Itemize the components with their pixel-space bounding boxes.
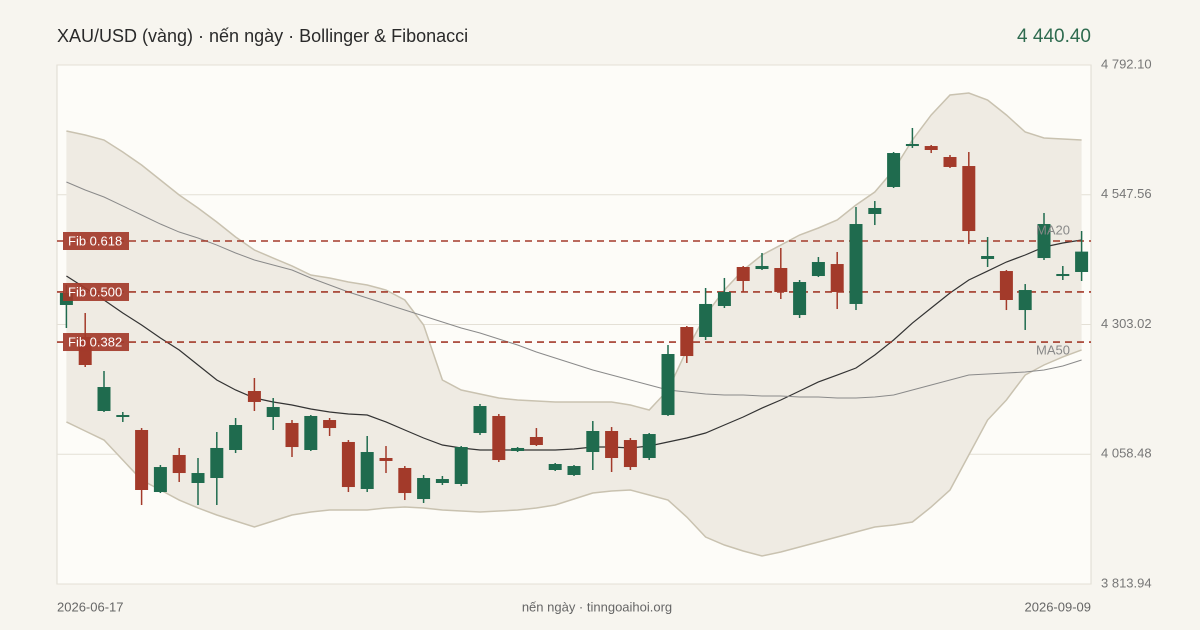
chart-title: XAU/USD (vàng) · nến ngày · Bollinger & …	[57, 26, 468, 46]
candle-body	[116, 415, 130, 417]
bollinger-fill	[66, 93, 1082, 557]
candle-body	[1075, 251, 1089, 272]
candle-body	[1056, 273, 1070, 277]
candle-body	[172, 454, 186, 474]
y-tick-label: 4 058.48	[1101, 446, 1152, 461]
candle-body	[341, 441, 355, 488]
candle-body	[924, 146, 938, 151]
ma-line	[66, 181, 1082, 399]
candle-body	[736, 266, 750, 282]
candle-body	[210, 447, 224, 479]
candle-body	[999, 271, 1013, 300]
candle-body	[586, 430, 600, 453]
x-tick-label: 2026-09-09	[1025, 599, 1092, 614]
candle-body	[642, 434, 656, 459]
x-tick-label: 2026-06-17	[57, 599, 124, 614]
candle-body	[191, 473, 205, 483]
candle-body	[529, 436, 543, 446]
fib-label: Fib 0.618	[68, 233, 122, 248]
y-tick-label: 4 547.56	[1101, 186, 1152, 201]
fib-label-box	[63, 333, 129, 352]
candle-body	[755, 265, 769, 270]
fib-label-box	[63, 231, 129, 250]
candle-body	[323, 420, 337, 429]
candle-body	[417, 478, 431, 500]
candle-body	[962, 166, 976, 232]
candle-body	[473, 406, 487, 434]
candle-body	[699, 303, 713, 337]
candle-body	[97, 387, 111, 411]
candle-body	[153, 467, 167, 493]
fib-label-box	[63, 282, 129, 301]
ma-label: MA50	[1036, 342, 1070, 357]
candle-body	[511, 447, 525, 452]
candle-body	[849, 224, 863, 304]
candle-body	[135, 429, 149, 491]
last-price: 4 440.40	[1017, 26, 1091, 47]
candle-body	[454, 447, 468, 485]
candle-body	[229, 425, 243, 450]
ma-line	[66, 239, 1082, 451]
candle-body	[868, 207, 882, 214]
candle-body	[793, 282, 807, 316]
ma-label: MA20	[1036, 222, 1070, 237]
candle-body	[360, 452, 374, 489]
candle-body	[623, 440, 637, 468]
candle-body	[774, 268, 788, 292]
fib-label: Fib 0.382	[68, 334, 122, 349]
candle-body	[266, 407, 280, 417]
candle-body	[887, 153, 901, 187]
bollinger-lower	[66, 349, 1082, 557]
candle-body	[1018, 290, 1032, 311]
candle-body	[943, 157, 957, 167]
y-tick-label: 4 792.10	[1101, 56, 1152, 71]
candle-body	[492, 415, 506, 461]
candle-body	[247, 390, 261, 402]
candle-body	[811, 262, 825, 277]
candle-body	[435, 479, 449, 483]
candle-body	[981, 256, 995, 259]
candle-body	[304, 415, 318, 450]
y-tick-label: 4 303.02	[1101, 316, 1152, 331]
candle-body	[905, 144, 919, 147]
candle-body	[379, 458, 393, 461]
candle-body	[680, 327, 694, 357]
candle-body	[605, 430, 619, 459]
fib-label: Fib 0.500	[68, 284, 122, 299]
footer-note: nến ngày · tinngoaihoi.org	[522, 599, 672, 614]
candle-body	[567, 466, 581, 475]
candle-body	[398, 467, 412, 494]
candle-body	[285, 422, 299, 448]
candle-body	[548, 464, 562, 470]
candle-body	[1037, 224, 1051, 259]
candle-body	[661, 354, 675, 416]
y-tick-label: 3 813.94	[1101, 575, 1152, 590]
candle-body	[830, 264, 844, 292]
candle-body	[717, 291, 731, 306]
